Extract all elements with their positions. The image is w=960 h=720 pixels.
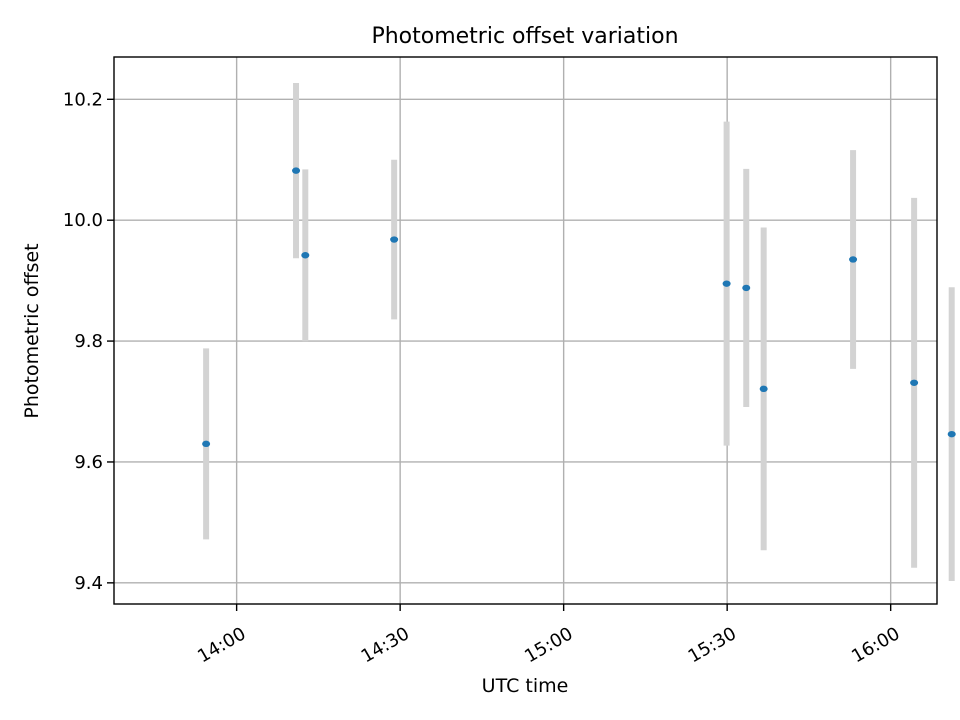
y-axis-label: Photometric offset — [21, 243, 43, 418]
data-point — [301, 252, 310, 259]
x-tick-label: 16:00 — [848, 623, 903, 667]
error-bars — [203, 82, 955, 582]
data-point — [292, 167, 301, 174]
y-axis-ticks: 9.4 9.6 9.8 10.0 10.2 — [63, 89, 114, 594]
y-tick-label: 10.2 — [63, 89, 103, 110]
x-tick-label: 15:00 — [521, 623, 576, 667]
x-tick-label: 14:30 — [358, 623, 413, 667]
chart-title: Photometric offset variation — [371, 24, 678, 49]
x-axis-label: UTC time — [482, 675, 569, 697]
y-tick-label: 9.6 — [74, 452, 103, 473]
data-point — [910, 379, 919, 386]
x-tick-label: 14:00 — [194, 623, 249, 667]
y-tick-label: 10.0 — [63, 210, 103, 231]
data-point — [759, 385, 768, 393]
data-point — [849, 256, 858, 263]
x-axis-ticks: 14:00 14:30 15:00 15:30 16:00 — [194, 604, 904, 667]
grid — [114, 57, 937, 604]
y-tick-label: 9.4 — [74, 573, 103, 594]
data-point — [390, 236, 399, 243]
y-tick-label: 9.8 — [74, 331, 103, 352]
data-points — [202, 167, 956, 448]
data-point — [202, 440, 211, 448]
plot-frame — [113, 56, 938, 605]
x-tick-label: 15:30 — [685, 623, 740, 667]
data-point — [947, 430, 956, 438]
data-point — [742, 284, 751, 292]
data-point — [722, 280, 731, 287]
